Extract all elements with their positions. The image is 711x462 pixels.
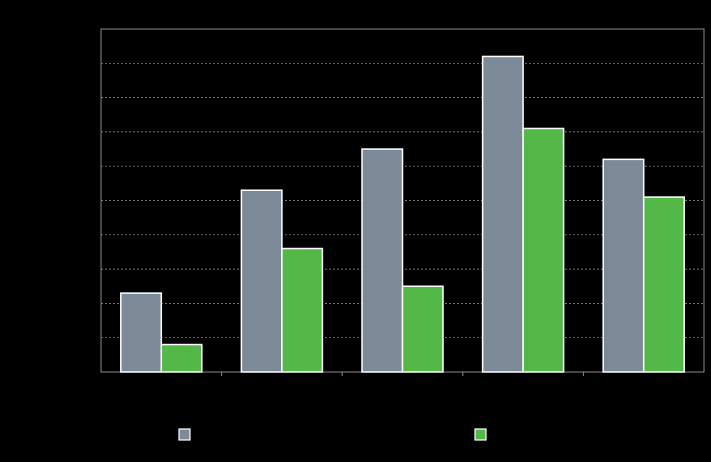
bar: [160, 343, 203, 373]
bar: [522, 127, 565, 373]
legend-marker: [178, 428, 191, 441]
bar: [281, 247, 324, 373]
bar: [481, 55, 524, 373]
bar: [401, 285, 444, 373]
bar: [642, 196, 685, 373]
bar: [240, 189, 283, 373]
legend-marker: [474, 428, 487, 441]
bar: [120, 292, 163, 373]
bar: [602, 158, 645, 373]
bar: [361, 148, 404, 373]
